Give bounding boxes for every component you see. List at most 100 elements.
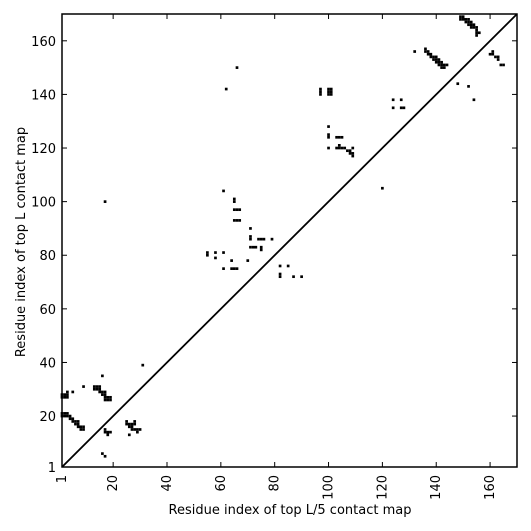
contact-cell (335, 146, 338, 150)
contact-cell (319, 93, 322, 96)
contact-cell (103, 393, 107, 396)
contact-cell (238, 208, 242, 212)
contact-cell (98, 385, 102, 388)
contact-cell (259, 245, 263, 249)
contact-cell (235, 267, 239, 270)
contact-cell (399, 106, 403, 110)
contact-cell (391, 106, 395, 110)
contact-cell (437, 63, 441, 67)
y-tick-label: 120 (31, 142, 56, 157)
contact-cell (98, 390, 102, 394)
contact-cell (76, 422, 80, 426)
y-tick-label: 100 (31, 196, 56, 211)
contact-cell (488, 52, 492, 56)
x-tick-label: 160 (483, 475, 498, 500)
contact-cell (491, 52, 495, 56)
contact-cell (327, 135, 330, 139)
contact-cell (101, 374, 104, 378)
y-tick-label: 1 (48, 461, 56, 476)
contact-cell (475, 34, 478, 37)
contact-cell (232, 267, 236, 270)
contact-cell (477, 31, 481, 35)
contact-cell (71, 420, 75, 423)
contact-cell (329, 87, 333, 91)
contact-cell (230, 267, 233, 270)
contact-cell (76, 420, 80, 423)
contact-cell (402, 106, 406, 110)
lower-contacts (60, 363, 145, 458)
x-tick-label: 120 (375, 475, 390, 500)
x-tick-label: 60 (214, 475, 229, 492)
contact-cell (103, 428, 107, 431)
contact-cell (348, 149, 352, 153)
contact-cell (127, 425, 131, 429)
contact-cell (461, 18, 465, 21)
contact-cell (238, 219, 242, 222)
contact-cell (292, 275, 295, 279)
contact-cell (472, 98, 476, 102)
y-tick-label: 60 (39, 303, 56, 318)
contact-cell (63, 395, 67, 399)
contact-cell (66, 390, 69, 394)
contact-cell (456, 82, 460, 86)
contact-cell (76, 425, 80, 429)
contact-cell (329, 93, 333, 96)
contact-cell (391, 98, 395, 102)
contact-cell (278, 264, 282, 268)
contact-cell (66, 412, 69, 415)
x-tick-label: 20 (106, 475, 121, 492)
contact-cell (270, 237, 274, 241)
contact-cell (469, 20, 473, 24)
contact-cell (327, 146, 330, 150)
contact-cell (442, 66, 446, 69)
y-tick-label: 40 (39, 356, 56, 371)
contact-cell (235, 66, 239, 69)
contact-cell (491, 50, 495, 53)
contact-cell (426, 50, 430, 53)
x-tick-label: 80 (268, 475, 283, 492)
contact-cell (230, 259, 233, 262)
contact-cell (434, 60, 438, 64)
x-tick-label: 140 (429, 475, 444, 500)
contact-cell (106, 430, 110, 434)
contact-cell (429, 52, 433, 56)
contact-cell (136, 428, 139, 431)
contact-cell (249, 245, 252, 249)
contact-cell (66, 414, 69, 418)
contact-cell (348, 152, 352, 155)
contact-cell (440, 66, 443, 69)
contact-cell (222, 251, 225, 254)
contact-cell (469, 23, 473, 27)
contact-cell (224, 87, 228, 91)
contact-cell (351, 154, 355, 158)
contact-cell (464, 20, 468, 24)
contact-cell (251, 245, 255, 249)
contact-cell (499, 63, 503, 67)
contact-cell (467, 85, 470, 88)
contact-cell (440, 60, 443, 64)
x-tick-label: 1 (55, 475, 70, 483)
contact-cell (496, 58, 500, 61)
contact-cell (351, 152, 355, 155)
contact-cell (222, 189, 225, 193)
contact-cell (109, 398, 112, 402)
contact-cell (95, 385, 99, 388)
contact-cell (327, 133, 330, 136)
contact-cell (71, 390, 75, 394)
contact-cell (103, 390, 107, 394)
contact-cell (259, 237, 263, 241)
contact-cell (335, 135, 338, 139)
contact-cell (259, 248, 263, 252)
contact-cell (68, 414, 72, 418)
contact-cell (82, 385, 85, 388)
contact-cell (469, 26, 473, 29)
contact-cell (424, 50, 427, 53)
contact-cell (319, 87, 322, 91)
contact-cell (278, 272, 282, 276)
contact-cell (101, 452, 104, 455)
contact-cell (106, 398, 110, 402)
x-ticks: 1 20 40 60 80 100 120 140 160 (55, 14, 498, 500)
contact-cell (68, 417, 72, 421)
contact-cell (432, 58, 435, 61)
